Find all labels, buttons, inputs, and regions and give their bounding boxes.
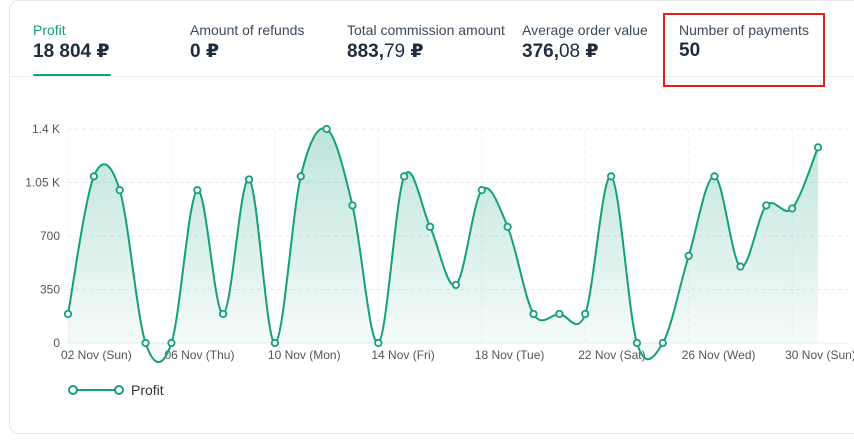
metric-value: 18 804 ₽ bbox=[33, 41, 110, 62]
metric-tab-profit[interactable]: Profit 18 804 ₽ bbox=[33, 22, 110, 63]
y-tick-label: 700 bbox=[40, 229, 60, 243]
data-point bbox=[788, 204, 797, 213]
metrics-divider bbox=[9, 76, 854, 77]
series-line-profit bbox=[67, 127, 819, 364]
data-point bbox=[348, 201, 357, 210]
y-tick-label: 1.4 K bbox=[32, 122, 60, 136]
series-area-profit bbox=[68, 128, 818, 363]
series-points-profit bbox=[63, 124, 823, 348]
metric-label: Amount of refunds bbox=[190, 22, 305, 38]
x-tick-label: 22 Nov (Sat) bbox=[578, 348, 645, 362]
data-point bbox=[219, 309, 228, 319]
metric-tab-refunds[interactable]: Amount of refunds 0 ₽ bbox=[190, 22, 304, 63]
data-point bbox=[193, 186, 202, 195]
x-tick-label: 02 Nov (Sun) bbox=[61, 348, 132, 362]
metric-label: Average order value bbox=[522, 22, 648, 38]
x-tick-label: 14 Nov (Fri) bbox=[371, 348, 434, 362]
metric-tab-average-order[interactable]: Average order value 376,08 ₽ bbox=[522, 22, 648, 63]
data-point bbox=[632, 338, 642, 348]
metrics-bar: Profit 18 804 ₽ Amount of refunds 0 ₽ To… bbox=[0, 0, 854, 78]
data-point bbox=[762, 201, 771, 210]
x-tick-label: 10 Nov (Mon) bbox=[268, 348, 341, 362]
metric-value: 376,08 ₽ bbox=[522, 41, 599, 62]
legend-label: Profit bbox=[131, 382, 164, 398]
x-axis: 02 Nov (Sun) 06 Nov (Thu) 10 Nov (Mon) 14 N… bbox=[61, 348, 854, 362]
data-point bbox=[658, 338, 667, 348]
data-point bbox=[244, 175, 254, 184]
y-tick-label: 1.05 K bbox=[25, 176, 60, 190]
y-tick-label: 350 bbox=[40, 283, 60, 297]
data-point bbox=[141, 338, 150, 348]
y-tick-label: 0 bbox=[53, 336, 60, 350]
x-tick-label: 06 Nov (Thu) bbox=[164, 348, 234, 362]
data-point bbox=[270, 338, 279, 348]
data-point bbox=[736, 262, 745, 271]
data-point bbox=[296, 172, 305, 181]
data-point bbox=[374, 338, 383, 348]
metric-tab-commission[interactable]: Total commission amount 883,79 ₽ bbox=[347, 22, 505, 63]
legend-dot-right bbox=[114, 385, 124, 395]
x-tick-label: 30 Nov (Sun) bbox=[785, 348, 854, 362]
metric-value: 0 ₽ bbox=[190, 41, 220, 62]
data-point bbox=[400, 172, 409, 181]
data-point bbox=[813, 143, 823, 152]
data-point bbox=[322, 124, 331, 134]
data-point bbox=[89, 172, 98, 181]
data-point bbox=[425, 222, 435, 231]
x-tick-label: 26 Nov (Wed) bbox=[682, 348, 756, 362]
data-point bbox=[607, 172, 616, 181]
legend-line-swatch bbox=[72, 389, 120, 391]
data-point bbox=[167, 338, 176, 348]
metric-value: 883,79 ₽ bbox=[347, 41, 424, 62]
data-point bbox=[710, 172, 719, 181]
metric-label: Profit bbox=[33, 22, 66, 38]
metric-tab-payments[interactable]: Number of payments 50 bbox=[679, 22, 809, 62]
metric-label: Total commission amount bbox=[347, 22, 505, 38]
data-point bbox=[115, 186, 124, 195]
metric-value: 50 bbox=[679, 40, 701, 61]
data-point bbox=[503, 222, 512, 231]
data-point bbox=[684, 251, 693, 260]
metric-label: Number of payments bbox=[679, 22, 809, 38]
highlight-box bbox=[663, 13, 825, 87]
data-point bbox=[555, 309, 564, 319]
data-point bbox=[477, 186, 486, 195]
x-tick-label: 18 Nov (Tue) bbox=[475, 348, 545, 362]
active-tab-indicator bbox=[33, 74, 111, 77]
y-axis: 0 350 700 1.05 K 1.4 K bbox=[25, 122, 60, 350]
legend-dot-left bbox=[68, 385, 78, 395]
data-point bbox=[451, 280, 461, 290]
data-point bbox=[529, 309, 538, 319]
data-point bbox=[63, 309, 73, 319]
data-point bbox=[581, 309, 590, 319]
